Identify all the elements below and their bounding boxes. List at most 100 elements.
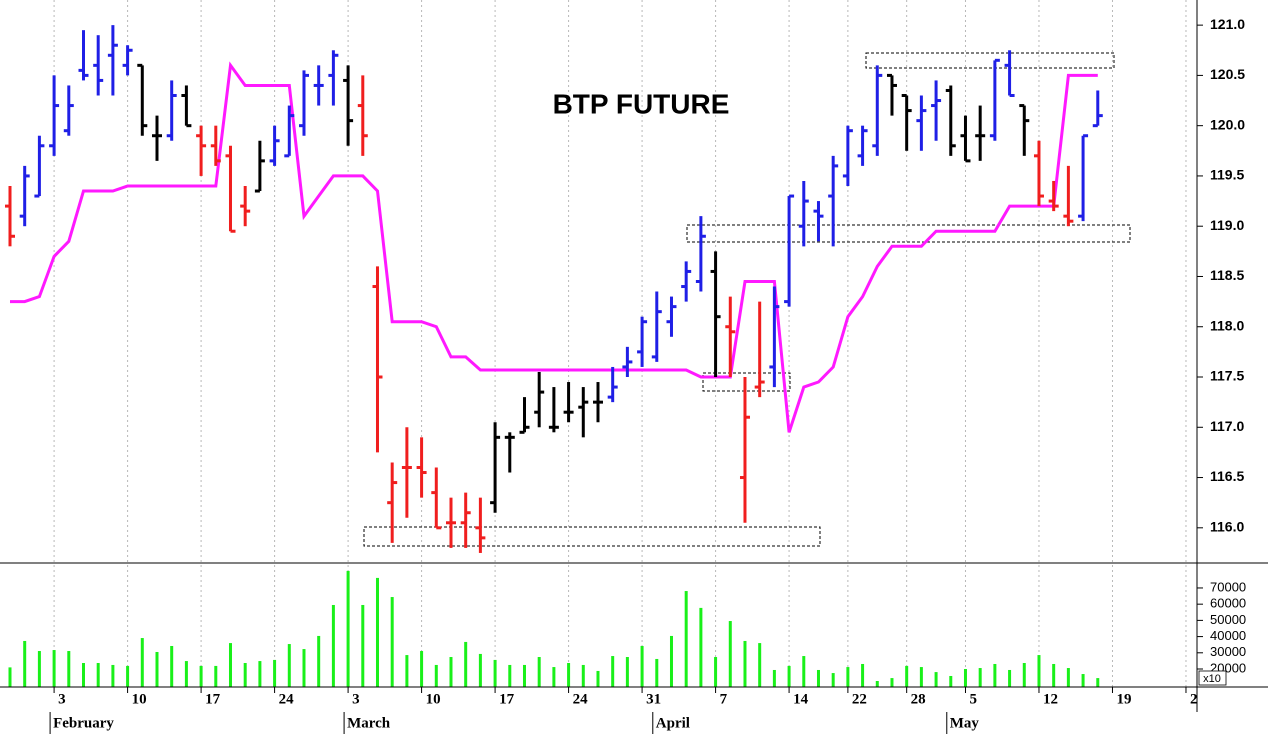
volume-y-tick-label: 40000 xyxy=(1210,628,1246,643)
volume-bar xyxy=(684,591,688,687)
x-tick-label: 5 xyxy=(969,691,977,707)
month-label: March xyxy=(347,715,391,731)
volume-y-tick-label: 70000 xyxy=(1210,579,1246,594)
y-tick-label: 120.0 xyxy=(1210,116,1245,132)
x-tick-label: 3 xyxy=(58,691,65,707)
x-tick-label: 19 xyxy=(1116,691,1131,707)
volume-bar xyxy=(890,678,894,687)
volume-bar xyxy=(228,643,232,687)
x-tick-label: 7 xyxy=(720,691,728,707)
mark-layer xyxy=(4,25,1103,687)
volume-bar xyxy=(993,663,997,687)
x-tick-label: 24 xyxy=(279,691,295,707)
volume-bar xyxy=(831,673,835,687)
volume-bar xyxy=(934,672,938,687)
volume-bar xyxy=(302,649,306,687)
volume-bar xyxy=(1052,663,1056,687)
volume-bar xyxy=(758,643,762,687)
volume-bar xyxy=(258,661,262,687)
volume-bar xyxy=(170,645,174,687)
volume-bar xyxy=(1081,674,1085,687)
volume-bar xyxy=(23,640,27,687)
volume-bar xyxy=(625,657,629,687)
volume-bar xyxy=(567,663,571,687)
volume-bar xyxy=(640,645,644,687)
volume-bar xyxy=(714,657,718,687)
volume-bar xyxy=(743,640,747,687)
support-zone xyxy=(702,372,791,392)
y-tick-label: 118.5 xyxy=(1210,267,1244,283)
volume-bar xyxy=(978,668,982,687)
x-tick-label: 17 xyxy=(499,691,514,707)
volume-bar xyxy=(111,664,115,687)
volume-bar xyxy=(596,670,600,687)
y-tick-label: 116.5 xyxy=(1210,468,1244,484)
volume-y-tick-label: 60000 xyxy=(1210,596,1246,611)
volume-y-tick-label: 30000 xyxy=(1210,644,1246,659)
volume-bar xyxy=(699,607,703,687)
volume-bar xyxy=(243,663,247,687)
volume-bar xyxy=(52,650,56,687)
volume-bar xyxy=(81,663,85,687)
x-tick-label: 14 xyxy=(793,691,809,707)
volume-bar xyxy=(331,604,335,687)
y-tick-label: 119.0 xyxy=(1210,217,1244,233)
volume-bar xyxy=(846,667,850,687)
volume-bar xyxy=(375,577,379,687)
volume-bar xyxy=(464,641,468,687)
volume-bar xyxy=(508,664,512,687)
volume-bar xyxy=(1022,663,1026,687)
volume-bar xyxy=(126,665,130,687)
volume-bar xyxy=(1008,669,1012,687)
volume-bar xyxy=(787,665,791,687)
zones xyxy=(363,52,1131,547)
volume-bar xyxy=(199,665,203,687)
volume-bar xyxy=(949,675,953,687)
volume-bar xyxy=(140,638,144,687)
volume-bar xyxy=(875,681,879,687)
volume-bar xyxy=(37,651,41,687)
volume-bar xyxy=(96,663,100,687)
volume-bar xyxy=(155,651,159,687)
volume-bar xyxy=(611,656,615,687)
x-tick-label: 22 xyxy=(852,691,867,707)
volume-bar xyxy=(1096,678,1100,687)
chart-title: BTP FUTURE xyxy=(553,88,730,119)
volume-bar xyxy=(317,635,321,687)
volume-bar xyxy=(1037,655,1041,687)
x-tick-label: 10 xyxy=(426,691,441,707)
y-tick-label: 118.0 xyxy=(1210,317,1244,333)
month-label: May xyxy=(950,715,980,731)
volume-bar xyxy=(449,657,453,687)
volume-bar xyxy=(420,651,424,687)
volume-bar xyxy=(905,665,909,687)
volume-bar xyxy=(728,621,732,687)
x-tick-label: 24 xyxy=(573,691,589,707)
volume-bar xyxy=(669,635,673,687)
volume-bar xyxy=(478,653,482,687)
multiplier-box xyxy=(1198,670,1227,686)
month-label: April xyxy=(656,715,690,731)
y-tick-label: 121.0 xyxy=(1210,16,1245,32)
volume-bar xyxy=(1066,668,1070,687)
volume-bar xyxy=(581,664,585,687)
volume-bar xyxy=(552,667,556,687)
volume-bar xyxy=(405,655,409,687)
volume-bar xyxy=(184,661,188,687)
x-tick-label: 10 xyxy=(132,691,147,707)
resistance-zone xyxy=(865,52,1115,69)
volume-bar xyxy=(772,669,776,687)
volume-bar xyxy=(214,665,218,687)
stop-line xyxy=(10,61,1098,433)
volume-bar xyxy=(8,667,12,687)
volume-bar xyxy=(963,669,967,687)
volume-bar xyxy=(919,667,923,687)
volume-bar xyxy=(361,604,365,687)
volume-bar xyxy=(67,651,71,687)
x-tick-label: 28 xyxy=(911,691,926,707)
x-tick-label: 3 xyxy=(352,691,360,707)
volume-multiplier: x10 xyxy=(1203,673,1221,685)
volume-bar xyxy=(802,656,806,687)
y-tick-label: 117.0 xyxy=(1210,418,1244,434)
